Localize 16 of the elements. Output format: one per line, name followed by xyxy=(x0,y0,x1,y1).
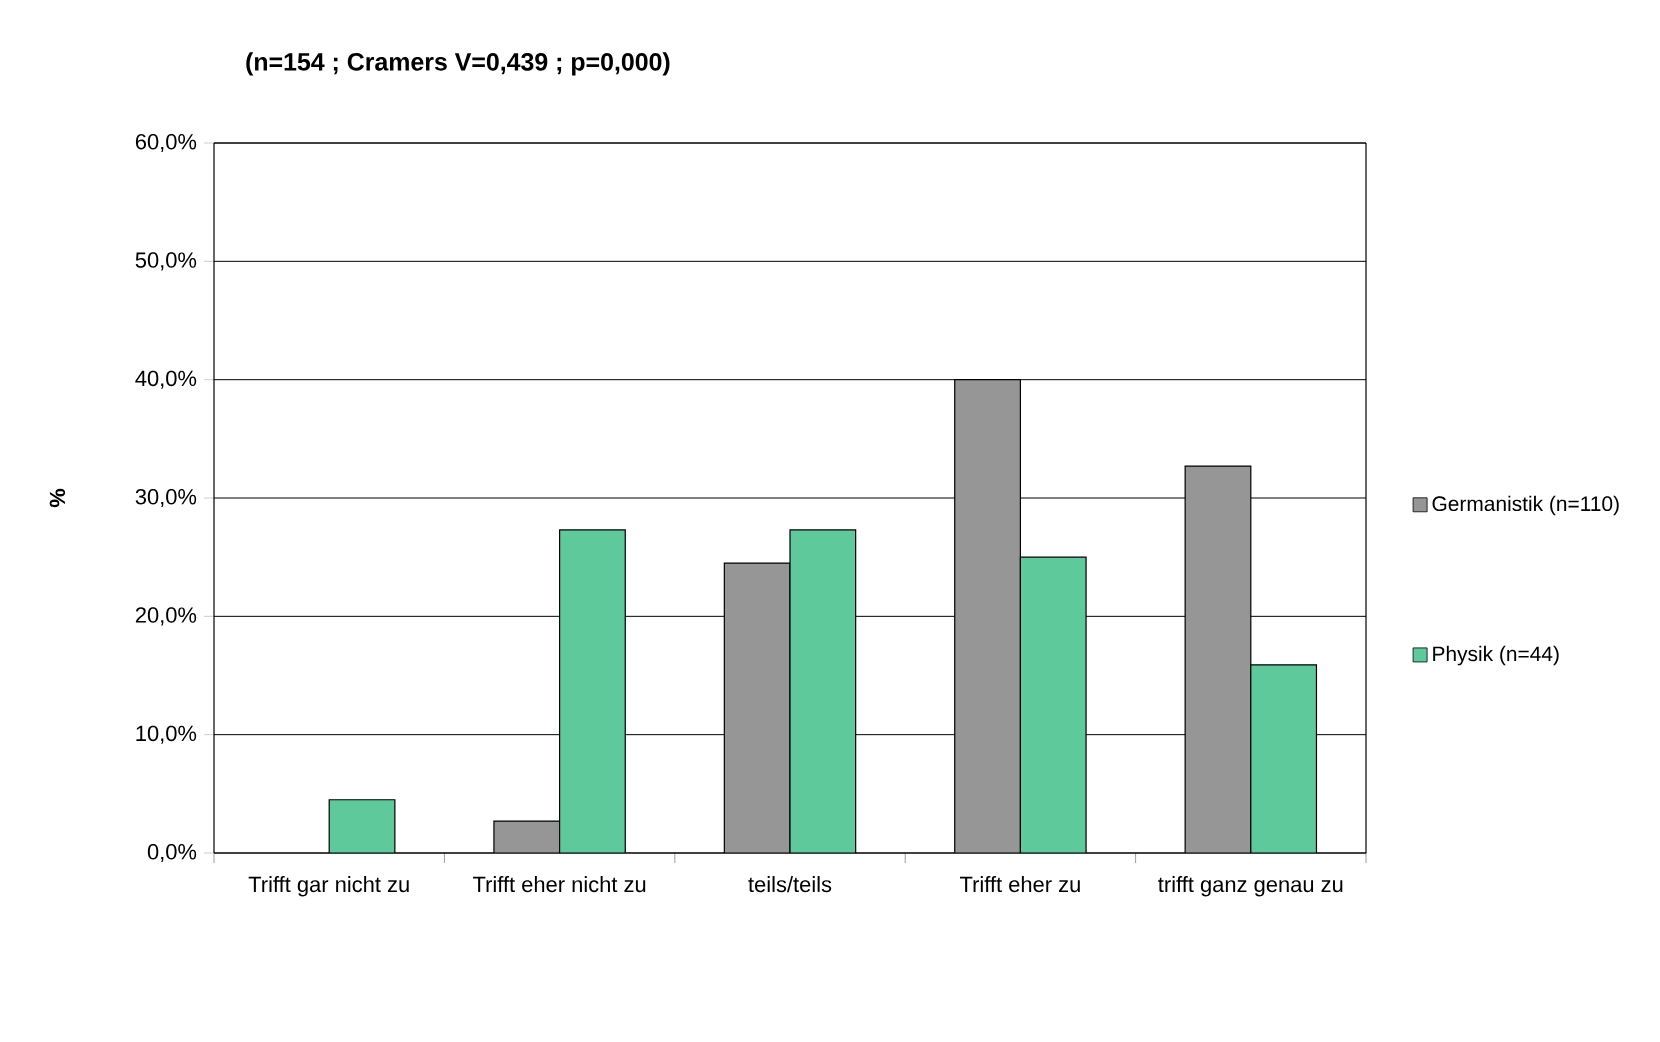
y-tick-label: 0,0% xyxy=(147,843,197,863)
x-tick-label: teils/teils xyxy=(748,876,832,893)
y-tick-label: 30,0% xyxy=(135,488,197,508)
y-tick-label: 50,0% xyxy=(135,252,197,271)
y-axis-title: % xyxy=(49,488,66,508)
x-tick-label: Trifft gar nicht zu xyxy=(248,876,409,897)
legend-label: Physik (n=44) xyxy=(1433,645,1559,666)
y-tick-label: 60,0% xyxy=(135,133,197,153)
x-tick-label: Trifft eher zu xyxy=(960,876,1080,893)
y-tick-label: 20,0% xyxy=(135,607,197,626)
y-tick-label: 10,0% xyxy=(136,725,197,744)
y-tick-label: 40,0% xyxy=(135,370,197,389)
x-tick-label: Trifft eher nicht zu xyxy=(473,876,646,893)
x-tick-label: trifft ganz genau zu xyxy=(1158,876,1343,897)
legend-label: Germanistik (n=110) xyxy=(1432,495,1619,516)
chart-title: (n=154 ; Cramers V=0,439 ; p=0,000) xyxy=(246,52,670,76)
